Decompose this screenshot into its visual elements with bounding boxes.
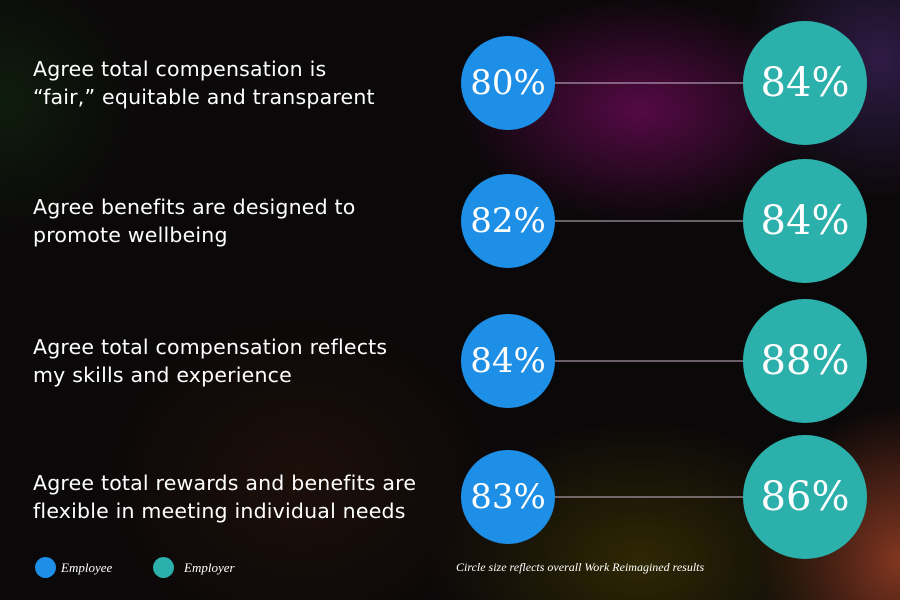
employee-bubble — [461, 450, 555, 544]
employer-legend-swatch — [153, 557, 174, 578]
employee-bubble — [461, 36, 555, 130]
employee-value-label: 82% — [470, 201, 546, 241]
legend-employee: Employee — [35, 557, 113, 578]
employer-bubble — [743, 435, 867, 559]
footnote: Circle size reflects overall Work Reimag… — [456, 560, 705, 574]
legend-label: Employee — [61, 560, 113, 575]
employer-bubble — [743, 21, 867, 145]
employee-value-label: 84% — [470, 341, 546, 381]
row-label: Agree total compensation reflects my ski… — [33, 335, 388, 387]
employee-bubble — [461, 174, 555, 268]
row-label: Agree total rewards and benefits are fle… — [33, 471, 417, 523]
legend-label: Employer — [184, 560, 235, 575]
employee-bubble — [461, 314, 555, 408]
employer-bubble — [743, 299, 867, 423]
employer-value-label: 84% — [761, 198, 850, 244]
employee-value-label: 83% — [470, 477, 546, 517]
employer-value-label: 84% — [761, 60, 850, 106]
employee-legend-swatch — [35, 557, 56, 578]
row-label: Agree total compensation is “fair,” equi… — [33, 57, 375, 109]
legend-employer: Employer — [153, 557, 235, 578]
employee-value-label: 80% — [470, 63, 546, 103]
employer-bubble — [743, 159, 867, 283]
employer-value-label: 88% — [761, 338, 850, 384]
row-label: Agree benefits are designed to promote w… — [33, 195, 356, 247]
employer-value-label: 86% — [761, 474, 850, 520]
